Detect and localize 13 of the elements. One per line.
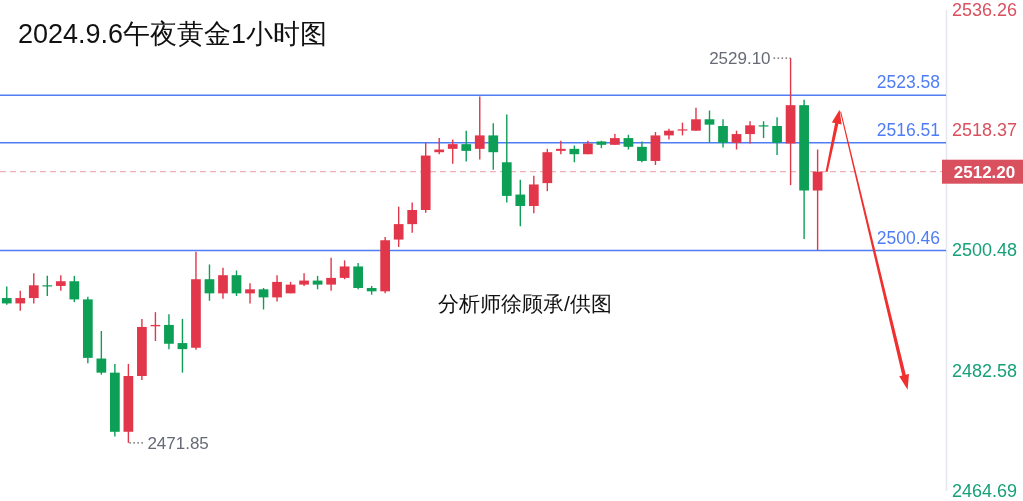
y-tick-label: 2482.58 [951,360,1018,381]
ref-line-label: 2500.46 [876,227,940,248]
annotation: 2529.10 [709,49,771,69]
y-tick-label: 2500.48 [951,240,1018,261]
chart-title: 2024.9.6午夜黄金1小时图 [18,19,328,49]
y-tick-label: 2536.26 [951,0,1018,20]
annotation: 分析师徐顾承/供图 [438,291,612,315]
y-tick-label: 2464.69 [951,481,1018,501]
ref-line-label: 2516.51 [876,119,940,140]
y-tick-label: 2518.37 [951,120,1018,141]
annotation: 2471.85 [147,433,209,453]
ref-line-label: 2523.58 [876,72,940,93]
ref-line-label: 2512.20 [953,162,1016,182]
